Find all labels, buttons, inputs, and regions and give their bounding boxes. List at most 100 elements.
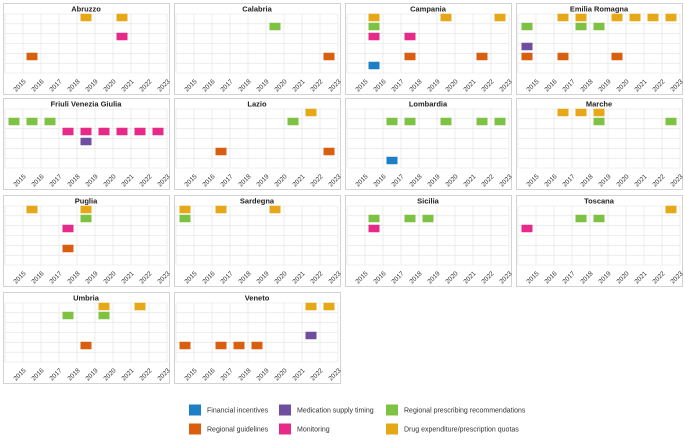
event-mark-puglia-2016-expenditure <box>26 205 38 214</box>
legend-swatch-financial <box>189 404 201 416</box>
panel-title-lombardia: Lombardia <box>409 100 448 109</box>
legend-swatch-guidelines <box>189 423 201 435</box>
event-mark-marche-2019-expenditure <box>593 108 605 117</box>
event-mark-emilia-romagna-2017-expenditure <box>557 13 569 22</box>
event-mark-emilia-romagna-2023-expenditure <box>665 13 677 22</box>
event-mark-puglia-2019-expenditure <box>80 205 92 214</box>
event-mark-friuli-venezia-giulia-2017-prescribing <box>44 117 56 126</box>
legend-label-supply: Medication supply timing <box>297 408 374 415</box>
event-mark-sicilia-2016-monitoring <box>368 224 380 233</box>
event-mark-friuli-venezia-giulia-2021-monitoring <box>116 127 128 136</box>
event-mark-abruzzo-2021-monitoring <box>116 32 128 41</box>
event-mark-lombardia-2017-prescribing <box>386 117 398 126</box>
event-mark-lombardia-2022-prescribing <box>476 117 488 126</box>
event-mark-lombardia-2020-prescribing <box>440 117 452 126</box>
panel-title-campania: Campania <box>410 5 447 14</box>
panel-title-lazio: Lazio <box>247 100 267 109</box>
event-mark-lazio-2021-prescribing <box>287 117 299 126</box>
event-mark-campania-2018-guidelines <box>404 52 416 61</box>
event-mark-campania-2016-financial <box>368 61 380 70</box>
event-mark-puglia-2019-prescribing <box>80 214 92 223</box>
event-mark-lazio-2022-expenditure <box>305 108 317 117</box>
panel-lombardia <box>345 98 512 190</box>
event-mark-umbria-2022-expenditure <box>134 302 146 311</box>
event-mark-marche-2023-prescribing <box>665 117 677 126</box>
event-mark-toscana-2018-prescribing <box>575 214 587 223</box>
event-mark-friuli-venezia-giulia-2023-monitoring <box>152 127 164 136</box>
event-mark-umbria-2019-guidelines <box>80 341 92 350</box>
event-mark-umbria-2018-prescribing <box>62 311 74 320</box>
event-mark-emilia-romagna-2015-prescribing <box>521 22 533 31</box>
event-mark-friuli-venezia-giulia-2019-supply <box>80 137 92 146</box>
legend-label-expenditure: Drug expenditure/prescription quotas <box>404 427 519 434</box>
event-mark-emilia-romagna-2020-expenditure <box>611 13 623 22</box>
event-mark-sicilia-2019-prescribing <box>422 214 434 223</box>
event-mark-abruzzo-2019-expenditure <box>80 13 92 22</box>
panel-title-sicilia: Sicilia <box>417 197 440 206</box>
event-mark-emilia-romagna-2015-guidelines <box>521 52 533 61</box>
panel-title-sardegna: Sardegna <box>240 197 275 206</box>
legend-label-monitoring: Monitoring <box>297 427 330 434</box>
event-mark-sicilia-2016-prescribing <box>368 214 380 223</box>
panel-title-umbria: Umbria <box>73 294 100 303</box>
legend-swatch-expenditure <box>386 423 398 435</box>
event-mark-campania-2016-prescribing <box>368 22 380 31</box>
event-mark-lombardia-2018-prescribing <box>404 117 416 126</box>
event-mark-emilia-romagna-2017-guidelines <box>557 52 569 61</box>
panel-toscana <box>516 195 683 287</box>
panel-title-friuli-venezia-giulia: Friuli Venezia Giulia <box>51 100 123 109</box>
event-mark-emilia-romagna-2020-guidelines <box>611 52 623 61</box>
event-mark-friuli-venezia-giulia-2018-monitoring <box>62 127 74 136</box>
event-mark-campania-2018-monitoring <box>404 32 416 41</box>
event-mark-friuli-venezia-giulia-2015-prescribing <box>8 117 20 126</box>
event-mark-sardegna-2017-expenditure <box>215 205 227 214</box>
event-mark-veneto-2018-guidelines <box>233 341 245 350</box>
event-mark-marche-2017-expenditure <box>557 108 569 117</box>
event-mark-marche-2018-expenditure <box>575 108 587 117</box>
event-mark-campania-2020-expenditure <box>440 13 452 22</box>
event-mark-emilia-romagna-2022-expenditure <box>647 13 659 22</box>
event-mark-lombardia-2017-financial <box>386 156 398 165</box>
legend-label-financial: Financial incentives <box>207 408 269 415</box>
legend-swatch-prescribing <box>386 404 398 416</box>
event-mark-lombardia-2023-prescribing <box>494 117 506 126</box>
event-mark-lazio-2017-guidelines <box>215 147 227 156</box>
panel-title-puglia: Puglia <box>75 197 98 206</box>
panel-title-emilia-romagna: Emilia Romagna <box>570 5 629 14</box>
event-mark-abruzzo-2021-expenditure <box>116 13 128 22</box>
event-mark-marche-2019-prescribing <box>593 117 605 126</box>
legend-swatch-monitoring <box>279 423 291 435</box>
event-mark-puglia-2018-monitoring <box>62 224 74 233</box>
legend-swatch-supply <box>279 404 291 416</box>
event-mark-calabria-2023-guidelines <box>323 52 335 61</box>
event-mark-veneto-2019-guidelines <box>251 341 263 350</box>
event-mark-emilia-romagna-2018-prescribing <box>575 22 587 31</box>
event-mark-emilia-romagna-2021-expenditure <box>629 13 641 22</box>
event-mark-campania-2022-guidelines <box>476 52 488 61</box>
panel-title-toscana: Toscana <box>584 197 615 206</box>
event-mark-campania-2016-monitoring <box>368 32 380 41</box>
panel-title-calabria: Calabria <box>242 5 272 14</box>
event-mark-veneto-2022-expenditure <box>305 302 317 311</box>
event-mark-sardegna-2015-prescribing <box>179 214 191 223</box>
event-mark-abruzzo-2016-guidelines <box>26 52 38 61</box>
event-mark-friuli-venezia-giulia-2020-monitoring <box>98 127 110 136</box>
event-mark-friuli-venezia-giulia-2019-monitoring <box>80 127 92 136</box>
event-mark-toscana-2015-monitoring <box>521 224 533 233</box>
legend-label-guidelines: Regional guidelines <box>207 427 269 434</box>
event-mark-veneto-2017-guidelines <box>215 341 227 350</box>
panel-title-veneto: Veneto <box>245 294 270 303</box>
panel-title-abruzzo: Abruzzo <box>71 5 101 14</box>
panel-calabria <box>174 3 341 95</box>
event-mark-emilia-romagna-2018-expenditure <box>575 13 587 22</box>
panel-sardegna <box>174 195 341 287</box>
event-mark-puglia-2018-guidelines <box>62 244 74 253</box>
legend-label-prescribing: Regional prescribing recommendations <box>404 408 526 415</box>
panel-title-marche: Marche <box>586 100 612 109</box>
event-mark-veneto-2022-supply <box>305 331 317 340</box>
event-mark-sardegna-2015-expenditure <box>179 205 191 214</box>
event-mark-sardegna-2020-expenditure <box>269 205 281 214</box>
event-mark-umbria-2020-prescribing <box>98 311 110 320</box>
